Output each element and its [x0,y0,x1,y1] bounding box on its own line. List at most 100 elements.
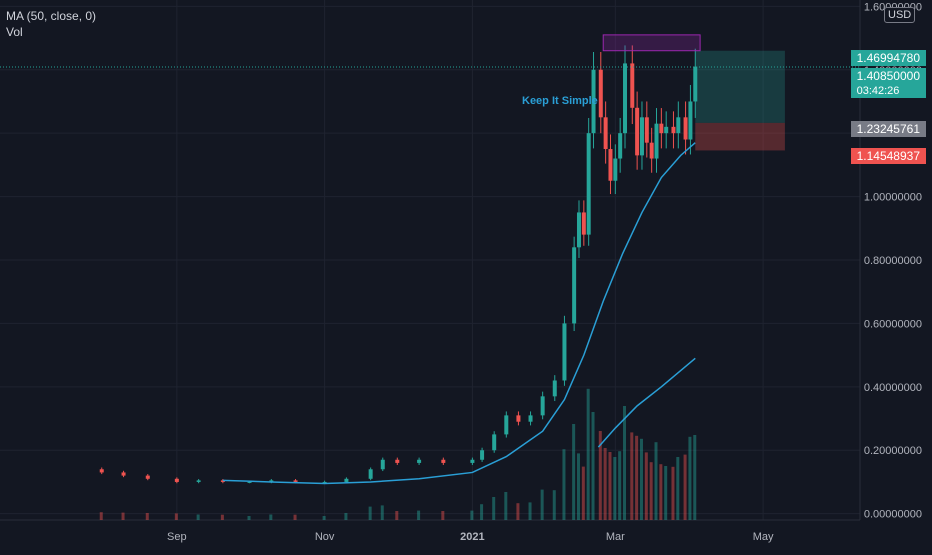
volume-bar [516,503,520,520]
volume-bar [683,454,687,520]
candle-body [644,117,649,143]
candle-body [552,380,557,397]
candle-body [269,480,274,482]
volume-bar [293,514,297,520]
candle-body [676,117,681,134]
volume-bar [220,514,224,520]
volume-bar [659,464,663,520]
candle-body [196,480,201,482]
candle-body [492,434,497,451]
candle-body [618,133,623,159]
candle-body [635,107,640,156]
candle-body [480,450,485,460]
last-price-value: 1.40850000 [856,69,920,83]
volume-bar [99,512,103,520]
volume-bar [322,516,326,520]
y-tick-label: 0.20000000 [864,445,922,457]
candle-body [395,459,400,463]
y-tick-label: 1.00000000 [864,192,922,204]
candle-body [664,126,669,134]
candle-body [344,478,349,482]
candle-body [649,142,654,159]
indicator-legend: MA (50, close, 0) Vol [6,8,96,40]
volume-bar [552,490,556,520]
x-tick-label: May [753,531,774,543]
candle-body [293,480,298,482]
last-price-tag: 1.40850000 03:42:26 [850,68,926,98]
candle-body [671,126,676,134]
volume-indicator-label[interactable]: Vol [6,25,23,39]
candle-body [576,212,581,248]
volume-bar [562,449,566,520]
volume-bar [639,438,643,520]
volume-bar [676,457,680,520]
volume-bar [630,432,634,520]
volume-bar [121,512,125,520]
candle-body [504,415,509,435]
volume-bar [480,504,484,520]
candle-body [613,158,618,181]
candle-body [683,117,688,140]
volume-bar [603,448,607,520]
candle-body [603,117,608,150]
volume-bar [470,510,474,520]
volume-bar [586,388,590,520]
chart-annotation[interactable]: Keep It Simple [522,95,598,107]
y-tick-label: 0.00000000 [864,509,922,521]
candle-body [441,459,446,463]
volume-bar [504,492,508,520]
volume-bar [368,506,372,520]
volume-bar [247,516,251,520]
candle-body [174,478,179,482]
candle-body [368,469,373,479]
candle-body [322,481,327,483]
candle-body [693,66,698,102]
volume-bar [492,497,496,520]
volume-bar [649,462,653,520]
stop-loss-zone [695,122,785,151]
target-price-tag: 1.46994780 [850,50,926,66]
candle-body [247,481,252,483]
y-tick-label: 0.80000000 [864,255,922,267]
candle-body [562,323,567,381]
volume-bar [528,502,532,520]
volume-bar [623,406,627,520]
bar-countdown: 03:42:26 [856,85,900,97]
ma-indicator-label[interactable]: MA (50, close, 0) [6,9,97,23]
volume-bar [671,466,675,520]
volume-bar [417,510,421,520]
volume-bar [572,424,576,520]
volume-bar [344,513,348,520]
candle-body [654,123,659,159]
volume-bar [145,513,149,520]
y-tick-label: 0.60000000 [864,318,922,330]
candle-body [417,459,422,463]
candle-body [630,63,635,108]
candle-body [380,459,385,470]
candle-body [659,123,664,134]
currency-button[interactable]: USD [884,7,916,23]
candle-body [516,415,521,422]
volume-bar [608,452,612,520]
candle-body [572,247,577,324]
volume-bar [174,513,178,520]
x-tick-label: Sep [167,531,187,543]
stop-price-tag: 1.14548937 [850,148,926,164]
volume-bar [576,453,580,520]
entry-price-tag: 1.23245761 [850,121,926,137]
candle-body [145,475,150,479]
volume-bar [581,466,585,520]
volume-bar [196,514,200,520]
candle-body [639,117,644,156]
candle-body [586,133,591,235]
candle-body [591,69,596,134]
candle-body [540,396,545,416]
candle-body [608,149,613,181]
volume-bar [269,514,273,520]
candle-body [99,469,104,473]
volume-bar [664,466,668,520]
x-tick-label: 2021 [460,531,484,543]
y-tick-label: 0.40000000 [864,382,922,394]
